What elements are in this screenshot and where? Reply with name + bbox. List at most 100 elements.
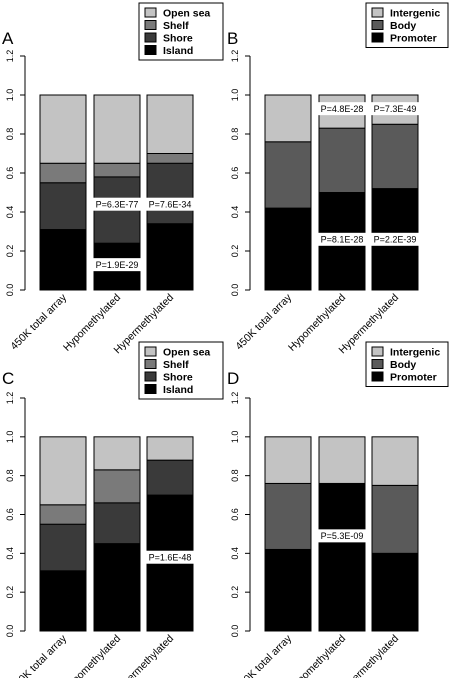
legend-swatch xyxy=(371,20,384,30)
bar-segment-island xyxy=(39,570,87,632)
bar-segment-open-sea xyxy=(146,436,194,461)
y-tick-label: 0.4 xyxy=(5,547,15,560)
bar-segment-promoter xyxy=(264,548,312,632)
bar-segment-promoter xyxy=(264,207,312,291)
y-tick-label: 0.2 xyxy=(230,586,240,599)
y-tick-label: 0.4 xyxy=(5,206,15,219)
bar-segment-intergenic xyxy=(371,436,419,486)
y-tick-label: 1.0 xyxy=(5,431,15,444)
legend-label: Intergenic xyxy=(390,8,440,20)
annotation-box xyxy=(318,529,366,543)
bar-segment-shelf xyxy=(93,162,141,178)
legend-swatch xyxy=(371,346,384,357)
y-tick-label: 0.6 xyxy=(5,508,15,521)
legend-swatch xyxy=(144,384,157,394)
annotation-text: P=7.6E-34 xyxy=(149,200,192,210)
bar-segment-island xyxy=(146,223,194,291)
y-tick-label: 0.0 xyxy=(230,625,240,638)
bar-segment-body xyxy=(264,482,312,550)
annotation-box xyxy=(146,550,194,564)
bar-segment-shelf xyxy=(146,153,194,164)
bar-segment-shelf xyxy=(93,469,141,504)
panel-label: B xyxy=(227,29,238,48)
y-tick-label: 0.4 xyxy=(230,547,240,560)
bar-segment-shore xyxy=(146,162,194,225)
y-tick-label: 0.4 xyxy=(230,206,240,219)
bar-segment-intergenic xyxy=(264,94,312,143)
annotation-box xyxy=(93,197,141,211)
legend-label: Body xyxy=(390,359,416,371)
y-tick-label: 0.8 xyxy=(5,128,15,141)
y-tick-label: 0.8 xyxy=(5,469,15,482)
y-tick-label: 0.2 xyxy=(5,245,15,258)
y-tick-label: 0.2 xyxy=(230,245,240,258)
y-tick-label: 0.6 xyxy=(5,167,15,180)
annotation-box xyxy=(371,102,419,116)
annotation-text: P=1.6E-48 xyxy=(149,553,192,563)
y-tick-label: 0.8 xyxy=(230,128,240,141)
y-tick-label: 1.0 xyxy=(230,89,240,102)
panel-label: A xyxy=(2,29,14,48)
bar-segment-body xyxy=(264,141,312,209)
y-tick-label: 1.2 xyxy=(5,50,15,63)
y-tick-label: 0.6 xyxy=(230,508,240,521)
annotation-box xyxy=(371,232,419,246)
annotation-box xyxy=(93,258,141,272)
bar-segment-open-sea xyxy=(93,94,141,164)
annotation-text: P=6.3E-77 xyxy=(96,200,139,210)
annotation-box xyxy=(318,232,366,246)
legend-swatch xyxy=(371,32,384,43)
legend-swatch xyxy=(144,371,157,382)
x-tick-label: 450K total array xyxy=(8,632,69,678)
bar-segment-shore xyxy=(39,523,87,572)
legend-swatch xyxy=(144,7,157,18)
legend-label: Body xyxy=(390,20,416,32)
legend-label: Promoter xyxy=(390,33,437,45)
bar-segment-intergenic xyxy=(264,436,312,484)
legend-label: Intergenic xyxy=(390,347,440,359)
x-tick-label: 450K total array xyxy=(233,632,294,678)
legend-swatch xyxy=(144,346,157,357)
y-tick-label: 1.2 xyxy=(5,392,15,405)
bar-segment-shore xyxy=(146,459,194,496)
bar-segment-body xyxy=(371,123,419,190)
x-tick-label: 450K total array xyxy=(233,291,294,352)
bar-segment-shore xyxy=(39,182,87,231)
legend-label: Island xyxy=(163,384,193,396)
legend-label: Open sea xyxy=(163,347,210,359)
bar-segment-open-sea xyxy=(146,94,194,154)
x-tick-label: 450K total array xyxy=(8,291,69,352)
annotation-text: P=7.3E-49 xyxy=(374,104,417,114)
annotation-text: P=2.2E-39 xyxy=(374,235,417,245)
bar-segment-body xyxy=(318,127,366,193)
panel-d: D 0.0 0.2 0.4 0.6 0.8 1.0 1.2 450K total arrayHy… xyxy=(227,341,449,678)
legend-swatch xyxy=(144,45,157,55)
legend-swatch xyxy=(371,371,384,382)
legend-label: Shore xyxy=(163,33,193,45)
y-tick-label: 1.2 xyxy=(230,50,240,63)
y-tick-label: 0.0 xyxy=(5,284,15,297)
legend-label: Promoter xyxy=(390,372,437,384)
bar-segment-island xyxy=(39,229,87,291)
bar-segment-shelf xyxy=(39,162,87,184)
y-tick-label: 0.0 xyxy=(5,625,15,638)
x-tick-label: Hypomethylated xyxy=(61,633,123,678)
y-tick-label: 0.2 xyxy=(5,586,15,599)
legend-label: Shelf xyxy=(163,359,189,371)
annotation-text: P=8.1E-28 xyxy=(321,235,364,245)
y-tick-label: 0.6 xyxy=(230,167,240,180)
bar-segment-body xyxy=(371,484,419,554)
legend-swatch xyxy=(144,20,157,30)
bar-segment-shore xyxy=(93,502,141,545)
y-tick-label: 1.0 xyxy=(230,431,240,444)
legend-swatch xyxy=(144,359,157,369)
y-tick-label: 1.2 xyxy=(230,392,240,405)
annotation-box xyxy=(146,197,194,211)
annotation-text: P=5.3E-09 xyxy=(321,531,364,541)
bar-segment-open-sea xyxy=(39,94,87,164)
panel-label: D xyxy=(227,369,239,388)
